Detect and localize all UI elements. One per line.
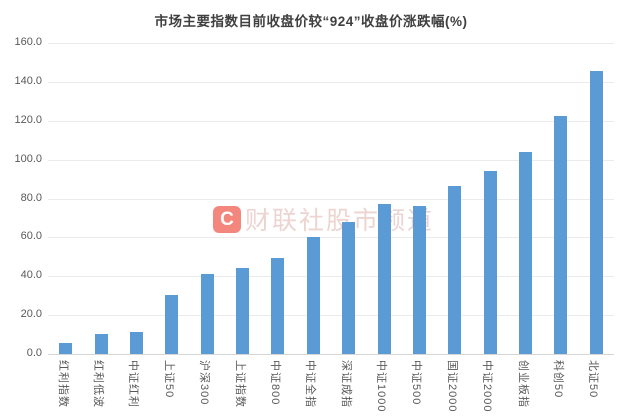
- bar-中证500: [412, 206, 426, 354]
- cailianshe-logo-icon: C: [213, 205, 241, 233]
- bar-北证50: [589, 71, 603, 354]
- x-axis-tick-label: 沪深300: [198, 360, 211, 406]
- x-axis-tick-label: 中证800: [268, 360, 281, 406]
- bar-中证1000: [377, 203, 391, 354]
- y-axis-tick-label: 0.0: [26, 347, 42, 359]
- y-axis-tick-label: 140.0: [14, 74, 42, 87]
- x-axis-tick-label: 红利低波: [92, 360, 105, 408]
- gridline: [48, 43, 614, 44]
- bar-红利指数: [59, 342, 73, 354]
- bar-中证全指: [306, 237, 320, 354]
- bar-中证800: [271, 257, 285, 354]
- bar-深证成指: [342, 222, 356, 354]
- x-axis-tick-label: 中证2000: [481, 360, 494, 413]
- bar-中证红利: [129, 332, 143, 354]
- x-axis-tick-label: 中证1000: [375, 360, 388, 413]
- x-axis-tick-label: 上证50: [162, 360, 175, 399]
- y-axis-tick-label: 80.0: [20, 191, 42, 204]
- bar-科创50: [554, 115, 568, 354]
- x-axis-tick-label: 国证2000: [445, 360, 458, 413]
- x-axis-tick-label: 上证指数: [233, 360, 246, 408]
- watermark-text: 财联社股市频道: [245, 207, 435, 235]
- x-axis-tick-label: 深证成指: [339, 360, 352, 408]
- x-axis-tick-label: 创业板指: [516, 360, 529, 408]
- gridline: [48, 159, 614, 161]
- y-axis-tick-label: 20.0: [20, 308, 42, 321]
- gridline: [48, 198, 614, 200]
- x-axis-tick-label: 中证全指: [304, 360, 317, 408]
- bar-上证50: [165, 295, 179, 354]
- watermark: C 财联社股市频道: [213, 204, 435, 235]
- plot-area: [48, 43, 614, 355]
- x-axis-tick-label: 中证500: [410, 360, 423, 406]
- y-axis-tick-label: 160.0: [14, 36, 42, 48]
- gridline: [48, 81, 614, 83]
- y-axis-tick-label: 100.0: [14, 152, 42, 165]
- chart-title: 市场主要指数目前收盘价较“924”收盘价涨跌幅(%): [154, 14, 468, 29]
- gridline: [48, 276, 614, 278]
- y-axis-tick-label: 60.0: [20, 230, 42, 243]
- bar-创业板指: [519, 152, 533, 354]
- bar-上证指数: [236, 268, 250, 354]
- y-axis-tick-label: 40.0: [20, 269, 42, 282]
- x-axis-tick-label: 北证50: [587, 360, 600, 399]
- gridline: [48, 120, 614, 122]
- x-axis-tick-label: 红利指数: [56, 360, 69, 408]
- x-axis-tick-label: 中证红利: [127, 360, 140, 408]
- gridline: [48, 315, 614, 317]
- x-axis-tick-label: 科创50: [551, 360, 564, 399]
- bar-红利低波: [94, 333, 108, 354]
- gridline: [48, 237, 614, 239]
- bar-沪深300: [200, 273, 214, 354]
- y-axis-tick-label: 120.0: [14, 113, 42, 126]
- bar-国证2000: [448, 186, 462, 354]
- bar-中证2000: [483, 171, 497, 354]
